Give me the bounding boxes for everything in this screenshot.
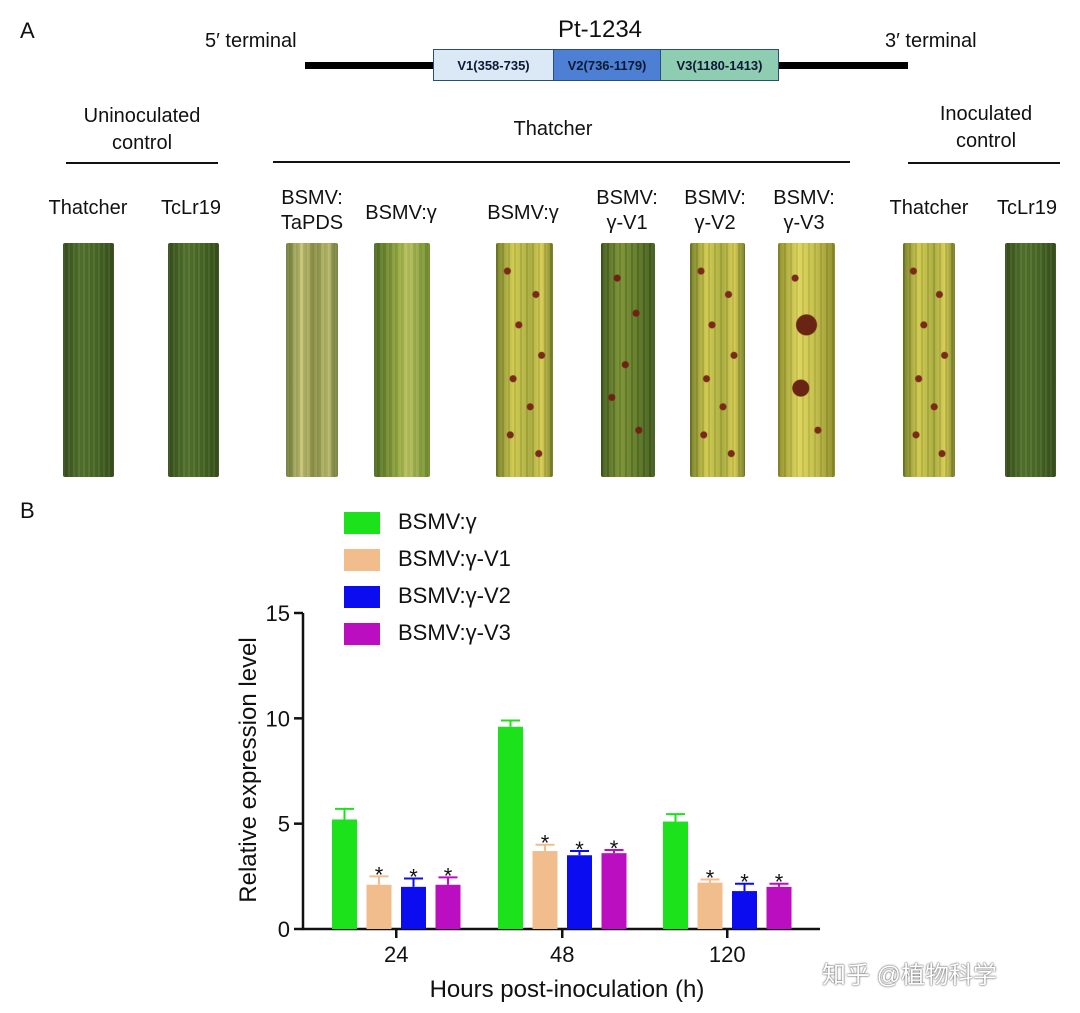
leaf-label-2: TcLr19 — [160, 197, 222, 219]
leaf-label-10: TcLr19 — [996, 197, 1058, 219]
bar-48-s0 — [498, 726, 523, 929]
legend-label-bsmv-gamma-v1: BSMV:γ-V1 — [398, 546, 511, 571]
gene-segment-v1: V1(358-735) — [433, 49, 554, 81]
group-thatcher: Thatcher — [513, 118, 593, 140]
three-prime-label: 3′ terminal — [885, 30, 977, 52]
bar-120-s3 — [766, 886, 792, 929]
group-inoculated: Inoculated control — [939, 103, 1033, 152]
legend-label-bsmv-gamma: BSMV:γ — [398, 509, 477, 534]
leaf-photo-bsmv-gamma — [374, 243, 430, 477]
gene-segment-v3: V3(1180-1413) — [660, 49, 779, 81]
sig-marker-120-s1: * — [706, 865, 715, 890]
x-tick-label-48: 48 — [550, 942, 574, 967]
bar-120-s1 — [697, 882, 723, 929]
group-inoculated-rule — [908, 162, 1060, 164]
leaf-photo-thatcher-uninoculated — [63, 243, 114, 477]
y-tick-label-5: 5 — [278, 812, 290, 837]
x-axis-label: Hours post-inoculation (h) — [430, 976, 705, 1003]
leaf-label-9: Thatcher — [889, 197, 969, 219]
group-thatcher-rule — [273, 161, 850, 163]
leaf-label-4: BSMV:γ — [365, 202, 437, 224]
sig-marker-48-s1: * — [541, 831, 550, 856]
group-uninoculated-rule — [66, 162, 218, 164]
sig-marker-120-s3: * — [775, 870, 784, 895]
panel-b-label: B — [20, 498, 35, 523]
sig-marker-120-s2: * — [740, 870, 749, 895]
legend-swatch-bsmv-gamma-v2 — [344, 586, 380, 608]
leaf-label-8: BSMV: γ-V3 — [773, 187, 835, 234]
legend-swatch-bsmv-gamma-v3 — [344, 623, 380, 645]
y-tick-label-15: 15 — [266, 601, 290, 626]
bar-120-s2 — [732, 891, 757, 929]
gene-segment-v2: V2(736-1179) — [553, 49, 661, 81]
sig-marker-24-s3: * — [444, 863, 453, 888]
x-tick-label-24: 24 — [384, 942, 408, 967]
bar-48-s3 — [601, 853, 627, 929]
legend-swatch-bsmv-gamma-v1 — [344, 549, 380, 571]
leaf-photo-bsmv-gamma-inoculated — [496, 243, 553, 477]
y-axis-label: Relative expression level — [235, 637, 262, 902]
leaf-photo-thatcher-inoculated — [903, 243, 955, 477]
sig-marker-48-s3: * — [610, 836, 619, 861]
leaf-photo-tclr19-inoculated — [1005, 243, 1056, 477]
group-uninoculated: Uninoculated control — [83, 105, 201, 154]
leaf-label-3: BSMV: TaPDS — [280, 187, 344, 234]
bar-48-s2 — [567, 855, 592, 929]
leaf-photo-tclr19-uninoculated — [168, 243, 219, 477]
gene-name: Pt-1234 — [557, 16, 643, 43]
bar-24-s2 — [401, 886, 426, 929]
leaf-label-5: BSMV:γ — [487, 202, 559, 224]
bar-24-s1 — [366, 884, 392, 929]
leaf-photo-bsmv-gamma-v3 — [778, 243, 835, 477]
bar-24-s3 — [435, 884, 461, 929]
leaf-photo-bsmv-gamma-v2 — [690, 243, 745, 477]
sig-marker-24-s1: * — [375, 862, 384, 887]
legend-swatch-bsmv-gamma — [344, 512, 380, 534]
leaf-label-1: Thatcher — [48, 197, 128, 219]
gene-line-right — [778, 62, 908, 69]
bar-120-s0 — [663, 821, 688, 929]
gene-line-left — [305, 62, 435, 69]
bar-48-s1 — [532, 851, 558, 929]
sig-marker-48-s2: * — [575, 837, 584, 862]
five-prime-label: 5′ terminal — [205, 30, 297, 52]
leaf-label-6: BSMV: γ-V1 — [596, 187, 658, 234]
x-tick-label-120: 120 — [709, 942, 746, 967]
leaf-photo-bsmv-gamma-v1 — [601, 243, 655, 477]
leaf-label-7: BSMV: γ-V2 — [684, 187, 746, 234]
y-tick-label-0: 0 — [278, 917, 290, 942]
sig-marker-24-s2: * — [409, 864, 418, 889]
legend-label-bsmv-gamma-v3: BSMV:γ-V3 — [398, 620, 511, 645]
legend-label-bsmv-gamma-v2: BSMV:γ-V2 — [398, 583, 511, 608]
watermark: 知乎 @植物科学 — [822, 962, 998, 989]
bar-24-s0 — [332, 819, 357, 929]
y-tick-label-10: 10 — [266, 706, 290, 731]
leaf-photo-bsmv-tapds — [286, 243, 338, 477]
panel-a-label: A — [20, 18, 35, 43]
